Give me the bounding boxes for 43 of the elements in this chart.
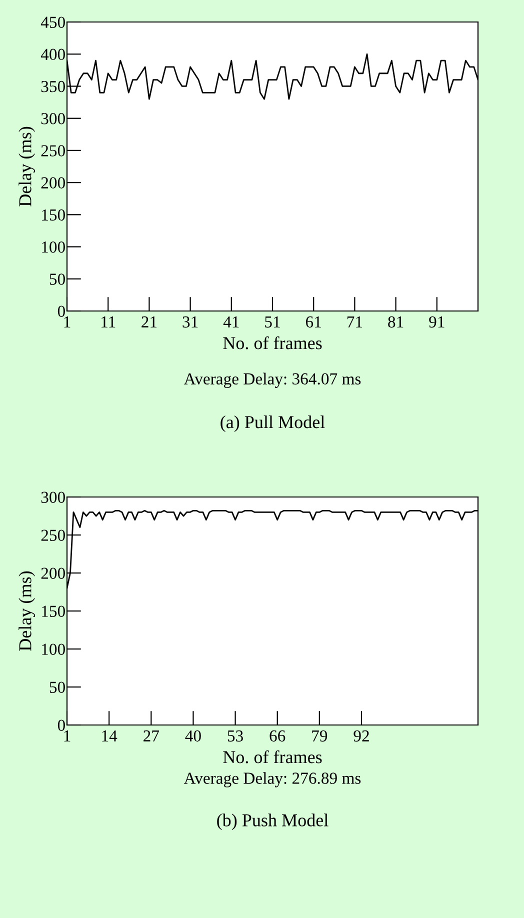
y-tick-label: 200 [41,177,65,188]
x-tick-label: 66 [270,730,286,742]
x-tick-label: 92 [354,730,369,742]
y-tick-label: 450 [40,16,65,28]
y-tick-label: 50 [50,274,65,285]
x-axis-title: No. of frames [223,750,322,764]
x-tick-label: 81 [388,316,404,328]
y-tick-label: 0 [58,720,65,731]
x-tick-label: 1 [64,730,70,742]
x-tick-label: 53 [228,730,243,742]
x-tick-label: 71 [347,316,362,328]
y-tick-label: 0 [58,306,65,317]
y-tick-label: 100 [42,644,65,655]
x-tick-label: 11 [102,316,116,328]
x-tick-label: 27 [144,730,159,742]
x-tick-label: 31 [182,316,198,328]
x-tick-label: 40 [185,730,201,742]
x-tick-label: 1 [64,316,70,328]
x-tick-label: 79 [312,730,328,742]
y-tick-label: 350 [41,80,65,92]
y-tick-label: 400 [40,48,65,60]
text: Average Delay: 364.07 ms [184,372,361,388]
y-tick-label: 250 [41,530,65,541]
x-tick-label: 14 [102,730,118,742]
x-tick-label: 21 [142,316,157,328]
x-tick-label: 91 [429,316,444,328]
y-tick-label: 50 [50,682,65,693]
y-tick-label: 250 [41,145,65,156]
text: (a) Pull Model [220,416,325,432]
y-tick-label: 100 [42,241,65,253]
y-tick-label: 200 [41,568,65,579]
x-axis-title: No. of frames [223,336,322,350]
x-tick-label: 41 [223,316,239,328]
y-axis-title: Delay (ms) [18,126,36,206]
y-axis-title: Delay (ms) [18,571,36,651]
y-tick-label: 300 [41,492,65,503]
y-tick-label: 150 [42,606,65,617]
y-tick-label: 150 [42,209,65,221]
text: Average Delay: 276.89 ms [184,772,361,788]
text: (b) Push Model [217,814,328,830]
y-tick-label: 300 [41,113,65,124]
x-tick-label: 51 [265,316,280,328]
x-tick-label: 61 [306,316,321,328]
